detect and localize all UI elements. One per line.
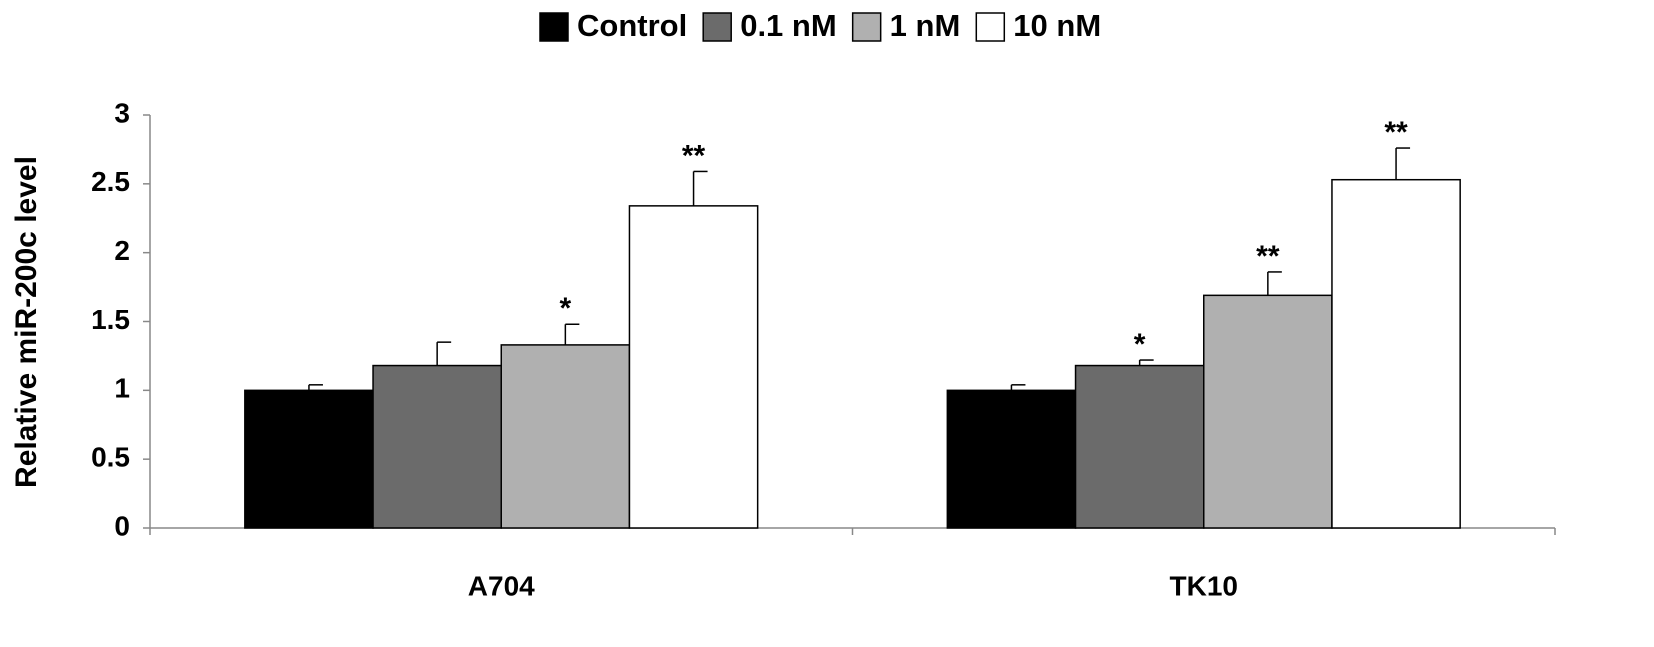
x-tick-label: A704 xyxy=(468,570,535,601)
legend-label: 0.1 nM xyxy=(740,8,836,43)
bar xyxy=(372,364,503,529)
bar xyxy=(946,389,1077,529)
y-tick-label: 0.5 xyxy=(91,442,130,473)
significance: ** xyxy=(682,139,706,172)
error-bar xyxy=(308,384,323,391)
bar xyxy=(244,389,374,529)
legend-swatch xyxy=(975,12,1006,42)
error-bar xyxy=(1395,147,1411,180)
error-bar xyxy=(1138,359,1154,366)
bar xyxy=(1203,294,1333,529)
bar xyxy=(628,205,759,529)
y-tick-label: 1.5 xyxy=(91,304,130,335)
error-bar xyxy=(1010,384,1026,391)
error-bar xyxy=(1267,271,1282,296)
legend-label: Control xyxy=(577,8,687,43)
legend-swatch xyxy=(702,12,732,42)
legend-swatch xyxy=(539,12,569,42)
legend-swatch xyxy=(851,12,882,42)
bar xyxy=(1074,364,1205,529)
significance: * xyxy=(1134,328,1146,361)
x-tick-label: TK10 xyxy=(1170,570,1238,601)
y-tick-label: 2 xyxy=(114,235,130,266)
legend-label: 10 nM xyxy=(1013,8,1101,43)
bar xyxy=(500,344,631,529)
y-tick-label: 2.5 xyxy=(91,166,130,197)
error-bar xyxy=(564,323,580,345)
y-axis-title: Relative miR-200c level xyxy=(10,156,43,488)
error-bar xyxy=(436,341,452,366)
error-bar xyxy=(692,170,708,206)
bar xyxy=(1331,178,1461,529)
significance: * xyxy=(560,292,572,325)
y-tick-label: 1 xyxy=(114,373,130,404)
significance: ** xyxy=(1384,116,1408,149)
significance: ** xyxy=(1256,240,1280,273)
y-tick-label: 3 xyxy=(114,97,130,128)
y-tick-label: 0 xyxy=(114,510,130,541)
legend-label: 1 nM xyxy=(890,8,961,43)
